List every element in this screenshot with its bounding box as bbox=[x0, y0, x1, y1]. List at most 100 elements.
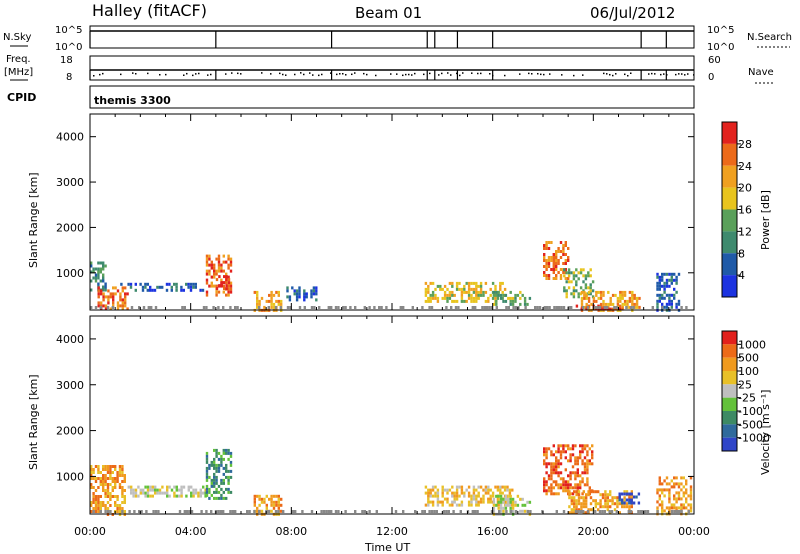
range-time-cell bbox=[458, 281, 461, 285]
range-time-cell bbox=[492, 509, 496, 513]
range-time-cell bbox=[497, 500, 500, 504]
range-time-cell bbox=[429, 299, 432, 303]
range-time-cell bbox=[613, 496, 617, 500]
nave-point bbox=[423, 73, 425, 76]
ground-scatter-cell bbox=[445, 306, 448, 309]
range-time-cell bbox=[604, 307, 607, 311]
range-time-cell bbox=[572, 271, 576, 275]
range-time-cell bbox=[97, 276, 100, 280]
ground-scatter-cell bbox=[526, 510, 530, 513]
range-time-cell bbox=[458, 287, 461, 291]
range-time-cell bbox=[210, 260, 213, 264]
range-time-cell bbox=[574, 471, 577, 475]
range-time-cell bbox=[555, 456, 558, 460]
range-time-cell bbox=[604, 502, 607, 506]
range-time-cell bbox=[552, 265, 555, 268]
range-time-cell bbox=[582, 490, 585, 494]
range-time-cell bbox=[134, 488, 138, 492]
range-time-cell bbox=[427, 494, 430, 498]
range-time-cell bbox=[107, 295, 110, 299]
range-time-cell bbox=[625, 490, 629, 494]
range-time-cell bbox=[489, 497, 492, 501]
range-time-cell bbox=[658, 488, 661, 492]
range-time-cell bbox=[550, 241, 553, 244]
ground-scatter-cell bbox=[512, 306, 515, 309]
range-time-cell bbox=[499, 506, 503, 510]
range-time-cell bbox=[570, 511, 573, 515]
ground-scatter-cell bbox=[349, 306, 352, 309]
range-time-cell bbox=[562, 244, 565, 247]
range-time-cell bbox=[156, 488, 159, 492]
range-time-cell bbox=[270, 503, 273, 507]
xlabel: Time UT bbox=[364, 541, 410, 554]
range-time-cell bbox=[258, 299, 261, 303]
range-time-cell bbox=[577, 499, 581, 503]
range-time-cell bbox=[677, 485, 681, 489]
range-time-cell bbox=[92, 468, 95, 471]
range-time-cell bbox=[168, 282, 171, 286]
range-time-cell bbox=[573, 505, 576, 509]
ground-scatter-cell bbox=[481, 306, 484, 309]
range-time-cell bbox=[225, 275, 228, 279]
range-time-cell bbox=[559, 477, 563, 481]
range-time-cell bbox=[626, 302, 629, 306]
range-time-cell bbox=[491, 281, 495, 285]
range-time-cell bbox=[97, 267, 100, 271]
range-time-cell bbox=[441, 296, 444, 300]
range-time-cell bbox=[656, 491, 659, 495]
range-time-cell bbox=[123, 480, 126, 483]
range-time-cell bbox=[555, 265, 558, 268]
range-time-cell bbox=[586, 444, 589, 448]
range-time-cell bbox=[567, 474, 570, 478]
beam-title: Beam 01 bbox=[355, 4, 422, 22]
ground-scatter-cell bbox=[630, 306, 633, 309]
range-time-cell bbox=[570, 508, 573, 512]
ground-scatter-cell bbox=[320, 510, 323, 513]
range-time-cell bbox=[559, 256, 563, 259]
ground-scatter-cell bbox=[327, 510, 330, 513]
range-time-cell bbox=[431, 293, 435, 297]
ground-scatter-cell bbox=[178, 510, 182, 513]
range-time-cell bbox=[436, 500, 440, 504]
range-time-cell bbox=[577, 295, 580, 299]
range-time-cell bbox=[451, 293, 454, 297]
range-time-cell bbox=[564, 262, 567, 265]
range-time-cell bbox=[213, 481, 216, 485]
range-time-cell bbox=[146, 488, 150, 492]
range-time-cell bbox=[580, 307, 583, 311]
range-time-cell bbox=[263, 500, 266, 504]
ground-scatter-cell bbox=[639, 510, 642, 513]
range-time-cell bbox=[516, 503, 520, 507]
range-time-cell bbox=[166, 491, 169, 495]
range-time-cell bbox=[584, 292, 588, 296]
range-time-cell bbox=[509, 500, 512, 504]
range-time-cell bbox=[545, 489, 548, 493]
range-time-cell bbox=[280, 503, 283, 507]
range-time-cell bbox=[543, 259, 546, 262]
range-time-cell bbox=[479, 497, 483, 501]
range-time-cell bbox=[431, 494, 435, 498]
range-time-cell bbox=[682, 506, 685, 510]
range-time-cell bbox=[187, 282, 190, 286]
range-time-cell bbox=[194, 285, 197, 289]
range-time-cell bbox=[623, 499, 626, 503]
range-time-cell bbox=[102, 486, 105, 489]
range-time-cell bbox=[552, 453, 555, 457]
range-time-cell bbox=[625, 498, 629, 502]
ground-scatter-cell bbox=[656, 510, 659, 513]
nave-point bbox=[210, 73, 212, 76]
range-time-cell bbox=[441, 503, 444, 507]
range-time-cell bbox=[222, 254, 225, 258]
range-time-cell bbox=[470, 293, 473, 297]
range-time-cell bbox=[668, 296, 671, 300]
range-time-cell bbox=[205, 478, 209, 482]
ground-scatter-cell bbox=[670, 510, 674, 513]
range-time-cell bbox=[557, 447, 560, 451]
range-time-cell bbox=[222, 466, 225, 470]
ground-scatter-cell bbox=[222, 306, 225, 309]
range-time-cell bbox=[156, 285, 159, 289]
range-time-cell bbox=[220, 278, 223, 282]
range-time-cell bbox=[467, 494, 471, 498]
range-time-cell bbox=[303, 298, 306, 302]
ground-scatter-cell bbox=[411, 306, 414, 309]
